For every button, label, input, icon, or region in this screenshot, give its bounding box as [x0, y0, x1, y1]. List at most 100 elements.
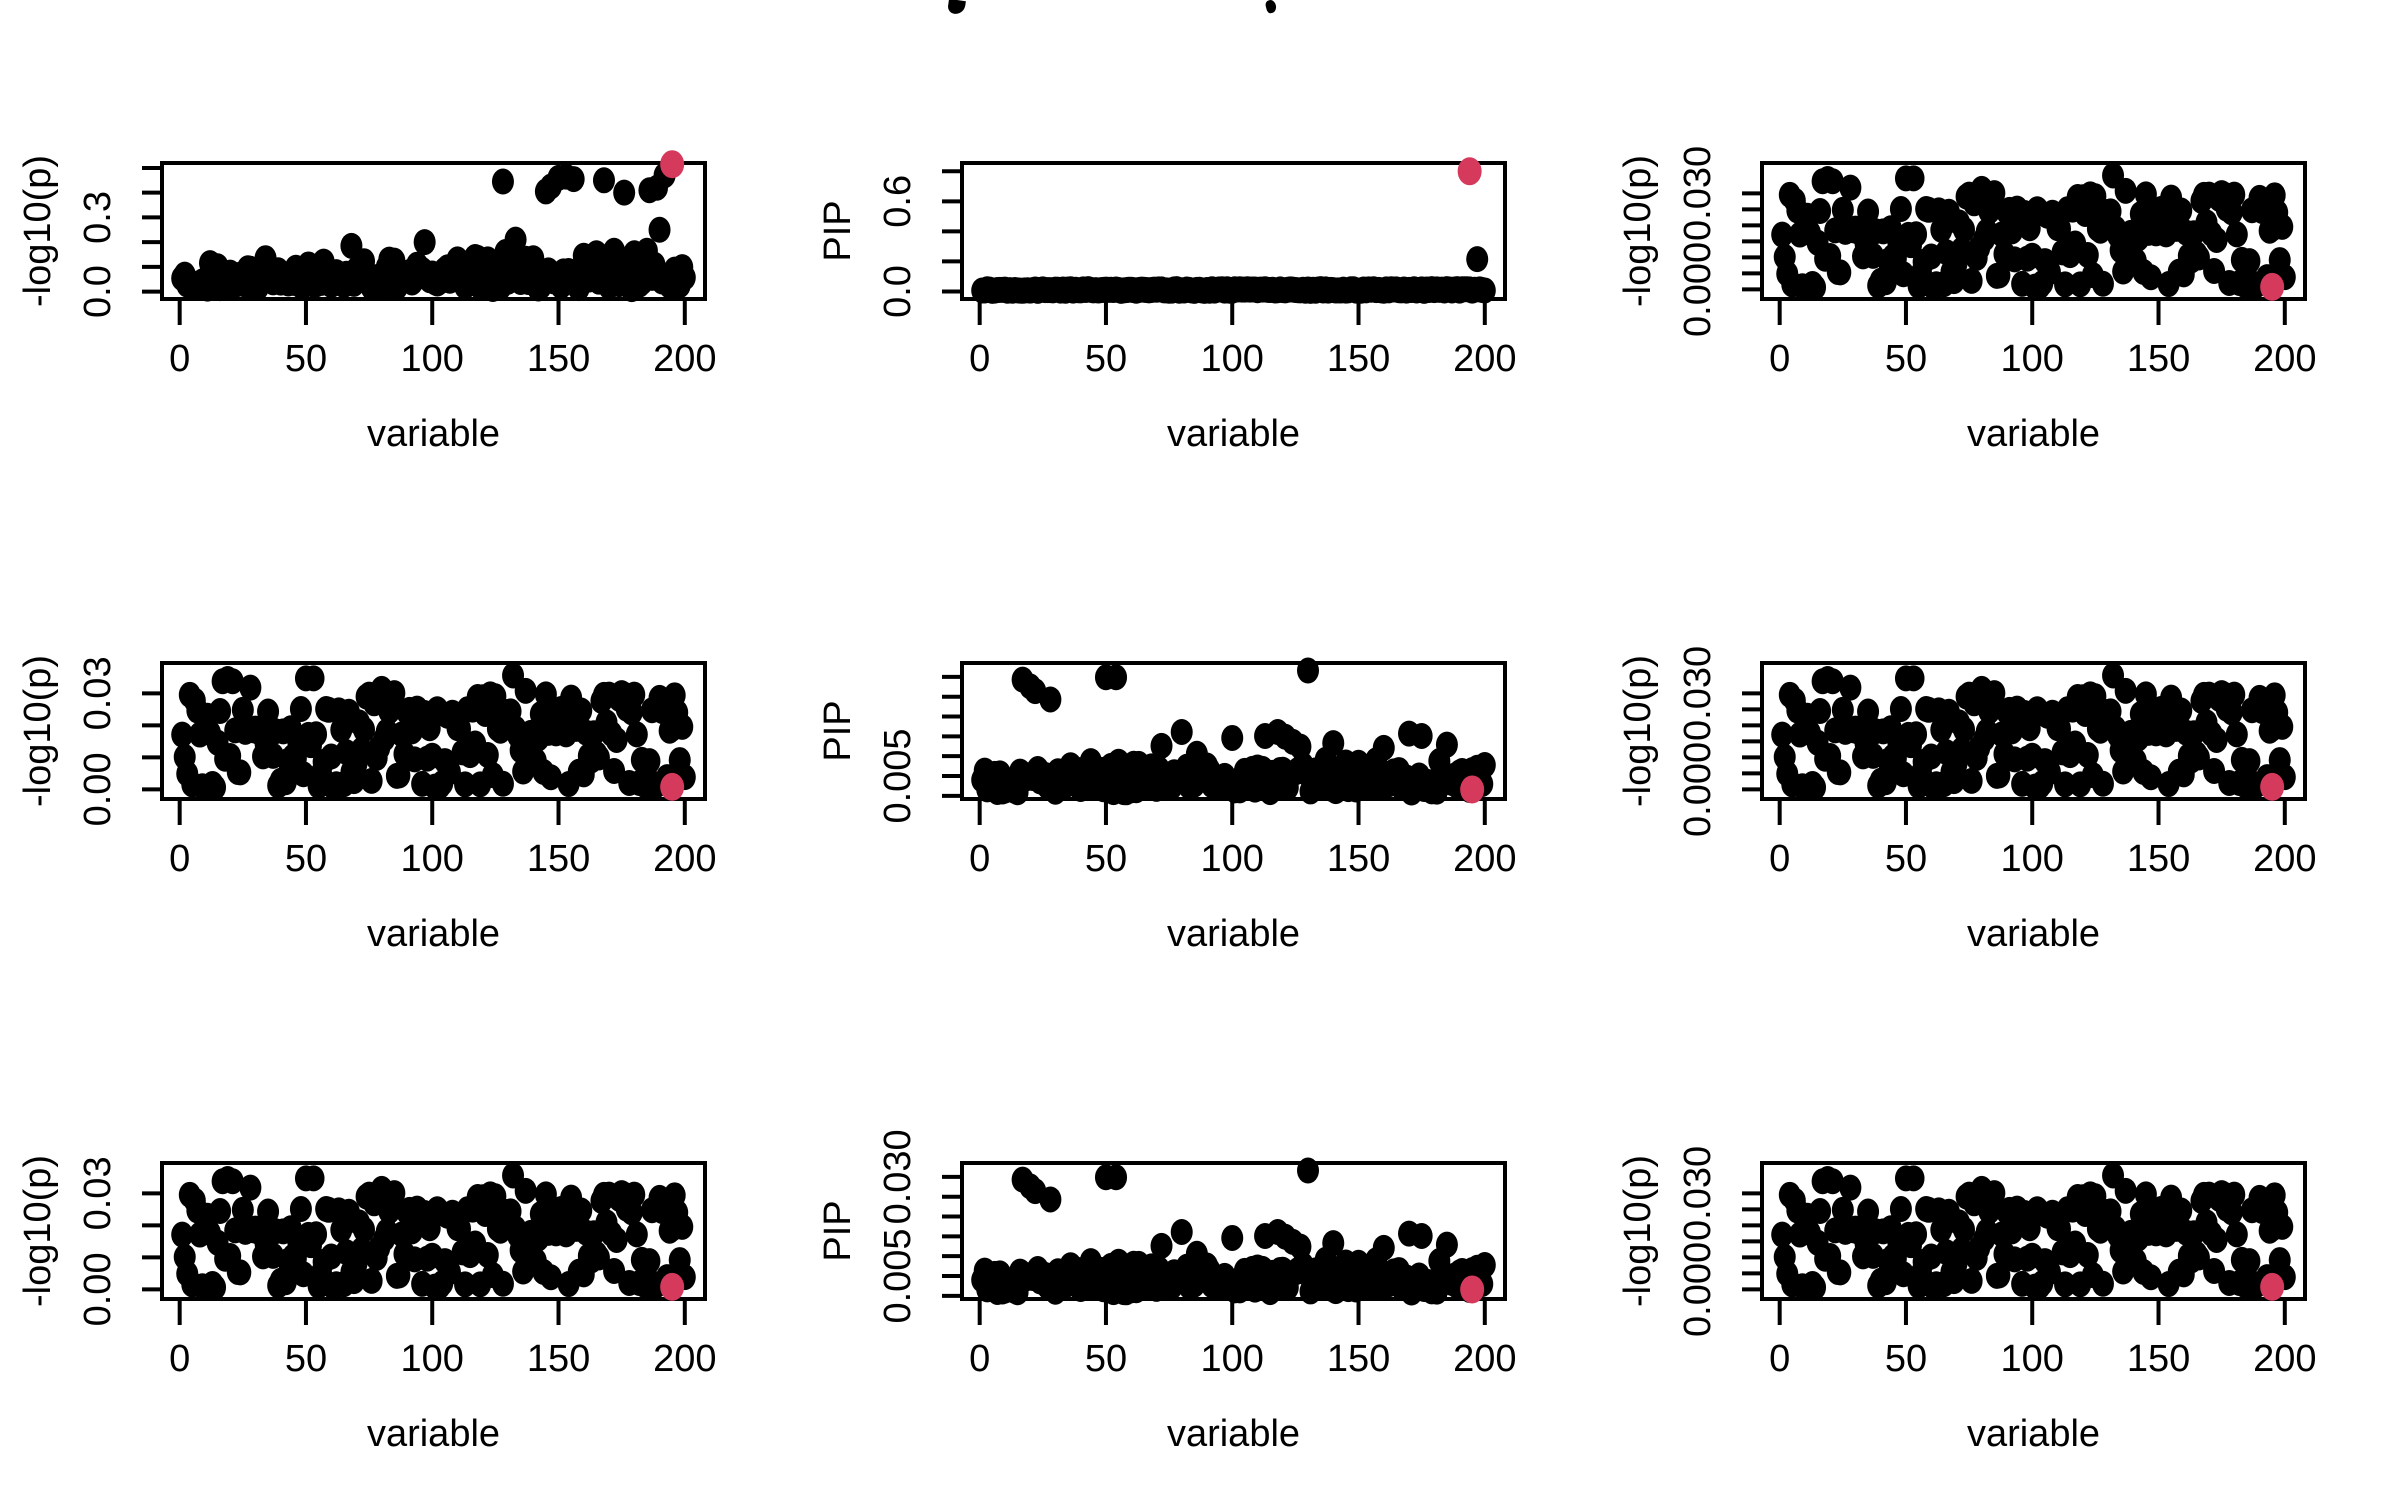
data-point [2091, 770, 2114, 797]
data-point [1322, 1230, 1345, 1257]
y-tick-label: 0.3 [77, 191, 119, 244]
x-tick-label: 100 [2001, 838, 2064, 880]
data-point [2205, 1226, 2228, 1253]
data-point [1804, 274, 1827, 301]
data-point [2225, 1221, 2248, 1248]
x-tick-label: 150 [2127, 1338, 2190, 1380]
data-point [209, 1198, 232, 1225]
y-tick-label: 0.03 [77, 1156, 119, 1230]
data-point [1821, 1168, 1844, 1195]
x-axis-title: variable [1167, 413, 1300, 455]
data-point [2238, 248, 2261, 275]
x-tick-label: 0 [969, 338, 990, 380]
y-tick-label: 0.030 [1677, 146, 1719, 241]
x-tick-label: 150 [527, 338, 590, 380]
data-point [388, 762, 411, 789]
data-point [1831, 196, 1854, 223]
data-point [1150, 1232, 1173, 1259]
data-point [1473, 752, 1496, 779]
data-point [2114, 677, 2137, 704]
data-point [1960, 267, 1983, 294]
x-axis-title: variable [367, 913, 500, 955]
data-point [1150, 732, 1173, 759]
x-axis-title: variable [367, 1413, 500, 1455]
data-point [2187, 1244, 2210, 1271]
data-point [534, 681, 557, 708]
data-point [2049, 1215, 2072, 1242]
scatter-panel-r1c1: 0 50 100 150 200 0.0 0.3 variable -log10(p) [0, 0, 800, 500]
data-point [2170, 697, 2193, 724]
data-point [1170, 1218, 1193, 1245]
data-point [1372, 1234, 1395, 1261]
data-point [1435, 731, 1458, 758]
data-point [623, 681, 646, 708]
data-point [239, 1174, 262, 1201]
data-point [2049, 215, 2072, 242]
data-point [534, 1181, 557, 1208]
data-point [388, 1262, 411, 1289]
highlighted-data-point [2260, 772, 2285, 801]
data-point [1988, 262, 2011, 289]
x-tick-label: 0 [169, 838, 190, 880]
data-point [413, 229, 436, 256]
data-point [1435, 1231, 1458, 1258]
x-tick-label: 150 [2127, 338, 2190, 380]
data-point [1105, 664, 1128, 691]
data-point [383, 680, 406, 707]
data-point [1170, 718, 1193, 745]
data-point [2271, 1213, 2294, 1240]
x-tick-label: 100 [2001, 338, 2064, 380]
data-point [1221, 724, 1244, 751]
data-point [289, 1196, 312, 1223]
data-point [454, 771, 477, 798]
data-point [2091, 270, 2114, 297]
data-point [2054, 1271, 2077, 1298]
y-axis-title: PIP [817, 1200, 859, 1261]
data-point [1988, 1262, 2011, 1289]
data-point [239, 674, 262, 701]
x-tick-label: 100 [401, 838, 464, 880]
x-axis-title: variable [1167, 913, 1300, 955]
x-tick-label: 200 [1453, 838, 1516, 880]
scatter-panel-r1c2: 0 50 100 150 200 0.0 0.6 variable PIP [800, 0, 1600, 500]
scatter-panel-r2c1: 0 50 100 150 200 0.00 0.03 variable -log10(p) [0, 500, 800, 1000]
data-point [1953, 216, 1976, 243]
data-point [1902, 665, 1925, 692]
data-point [1889, 196, 1912, 223]
plot-r1c1: 0 50 100 150 200 0.0 0.3 variable -log10(p) [17, 150, 716, 455]
x-tick-label: 150 [1327, 338, 1390, 380]
scatter-panel-r2c3: 0 50 100 150 200 0.000 0.030 variable -log10(p) [1600, 500, 2400, 1000]
data-point [1473, 1252, 1496, 1279]
data-point [229, 759, 252, 786]
data-point [257, 698, 280, 725]
x-tick-label: 50 [1885, 1338, 1927, 1380]
plot-r2c2: 0 50 100 150 200 0.005 variable PIP [817, 657, 1516, 955]
x-tick-label: 200 [653, 838, 716, 880]
scatter-panel-r3c2: 0 50 100 150 200 0.005 0.030 variable PIP [800, 1000, 1600, 1500]
y-tick-label: 0.000 [1677, 1242, 1719, 1337]
data-point [2238, 748, 2261, 775]
data-point [2170, 1197, 2193, 1224]
data-point [2225, 721, 2248, 748]
data-point [1829, 759, 1852, 786]
x-tick-label: 0 [1769, 1338, 1790, 1380]
scatter-panel-r1c3: 0 50 100 150 200 0.000 0.030 variable -log10(p) [1600, 0, 2400, 500]
data-point [360, 1267, 383, 1294]
data-point [171, 721, 194, 748]
data-point [625, 721, 648, 748]
x-tick-label: 200 [653, 338, 716, 380]
data-point [1857, 1198, 1880, 1225]
data-point [1983, 180, 2006, 207]
data-point [289, 696, 312, 723]
data-point [274, 1269, 297, 1296]
x-axis-title: variable [1967, 1413, 2100, 1455]
data-point [1410, 1222, 1433, 1249]
data-point [1839, 1174, 1862, 1201]
scatter-panel-r3c1: 0 50 100 150 200 0.00 0.03 variable -log10(p) [0, 1000, 800, 1500]
data-point [1831, 696, 1854, 723]
data-point [1953, 716, 1976, 743]
